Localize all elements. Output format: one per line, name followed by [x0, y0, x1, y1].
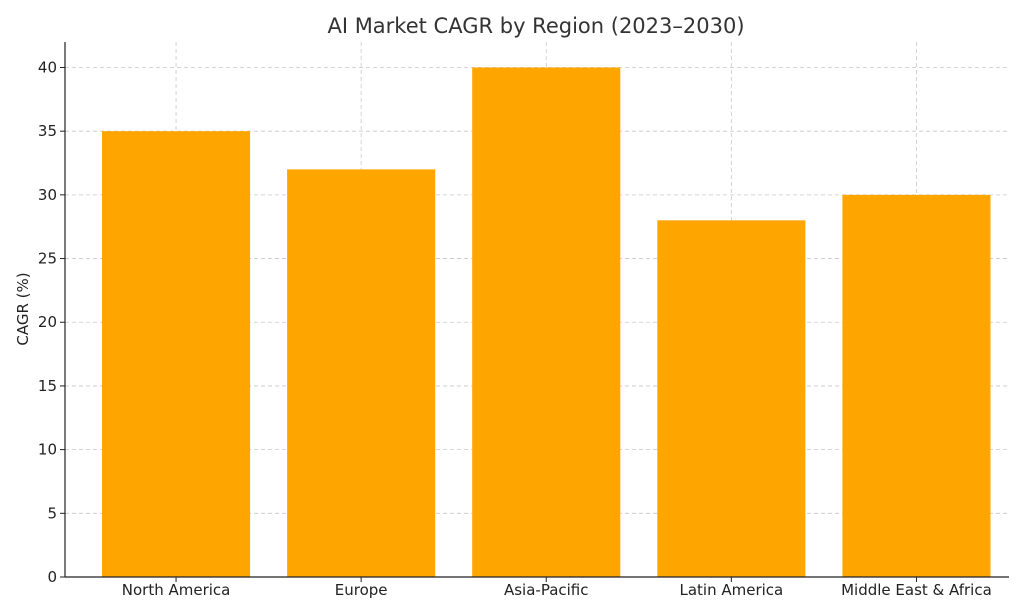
y-tick-label: 5	[47, 504, 57, 522]
y-tick-label: 10	[38, 441, 57, 459]
y-tick-label: 40	[38, 58, 57, 76]
x-tick-label: North America	[122, 581, 231, 599]
bars-layer	[102, 67, 991, 578]
y-axis-label: CAGR (%)	[14, 272, 32, 345]
bar-asia-pacific	[472, 67, 621, 577]
y-tick-label: 15	[38, 377, 57, 395]
chart-title: AI Market CAGR by Region (2023–2030)	[327, 14, 744, 38]
y-tick-label: 30	[38, 186, 57, 204]
x-tick-label: Middle East & Africa	[841, 581, 992, 599]
bar-europe	[287, 169, 436, 577]
bar-latin-america	[657, 220, 806, 578]
y-tick-label: 25	[38, 250, 57, 268]
axes-layer	[60, 42, 1009, 582]
x-tick-label: Asia-Pacific	[504, 581, 589, 599]
bar-north-america	[102, 131, 251, 577]
y-tick-label: 35	[38, 122, 57, 140]
y-tick-label: 20	[38, 313, 57, 331]
x-tick-label: Europe	[335, 581, 388, 599]
x-tick-labels: North America Europe Asia-Pacific Latin Ame…	[122, 581, 992, 599]
y-tick-label: 0	[47, 568, 57, 586]
bar-middle-east-africa	[842, 194, 991, 577]
x-tick-label: Latin America	[679, 581, 783, 599]
y-tick-labels: 0 5 10 15 20 25 30 35 40	[38, 58, 57, 586]
